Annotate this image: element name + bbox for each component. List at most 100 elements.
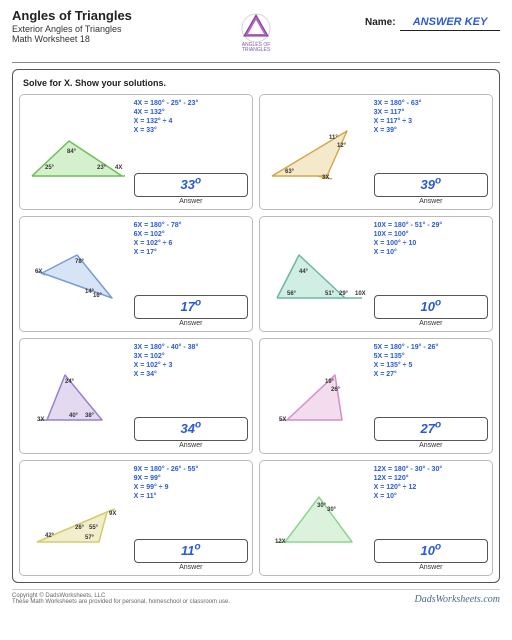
svg-text:30°: 30°: [327, 507, 337, 513]
answer-label: Answer: [374, 198, 488, 205]
answer-label: Answer: [134, 442, 248, 449]
svg-text:63°: 63°: [285, 169, 295, 175]
solution-step: X = 17°: [134, 248, 248, 257]
svg-text:12X: 12X: [275, 539, 286, 545]
svg-text:57°: 57°: [85, 535, 95, 541]
page-title: Angles of Triangles: [12, 8, 224, 23]
svg-text:56°: 56°: [287, 291, 297, 297]
solution-step: 3X = 102°: [134, 352, 248, 361]
solution-step: 12X = 120°: [374, 474, 488, 483]
triangle-diagram: 25°84°23°4X: [27, 121, 127, 183]
svg-text:4X: 4X: [115, 165, 122, 171]
svg-text:19°: 19°: [325, 379, 335, 385]
triangle-diagram: 12X30°30°: [267, 487, 367, 549]
triangle-diagram: 44° 56° 51° 29° 10X: [267, 243, 367, 305]
solution-step: 6X = 102°: [134, 230, 248, 239]
name-label: Name:: [365, 17, 396, 28]
answer-box: 39o: [374, 173, 488, 197]
problem-card: 12X30°30° 12X = 180° - 30° - 30°12X = 12…: [259, 460, 493, 576]
answer-value: 11o: [181, 543, 201, 558]
worksheet-num: Math Worksheet 18: [12, 34, 224, 44]
solution-step: 10X = 100°: [374, 230, 488, 239]
triangle-diagram: 6X78°14°16°: [27, 243, 127, 305]
answer-value: 10o: [421, 543, 442, 558]
solution-step: X = 27°: [374, 370, 488, 379]
answer-box: 17o: [134, 295, 248, 319]
solution-step: 6X = 180° - 78°: [134, 221, 248, 230]
solution-step: X = 117° ÷ 3: [374, 117, 488, 126]
answer-box: 11o: [134, 539, 248, 563]
answer-box: 10o: [374, 539, 488, 563]
svg-text:26°: 26°: [75, 525, 85, 531]
solution-step: X = 102° ÷ 6: [134, 239, 248, 248]
answer-value: 39o: [421, 177, 442, 192]
solution-step: X = 99° ÷ 9: [134, 483, 248, 492]
solution-step: 3X = 117°: [374, 108, 488, 117]
answer-box: 34o: [134, 417, 248, 441]
answer-value: 10o: [421, 299, 442, 314]
svg-text:44°: 44°: [299, 269, 309, 275]
answer-label: Answer: [374, 442, 488, 449]
solution-step: X = 135° ÷ 5: [374, 361, 488, 370]
triangle-diagram: 19° 26° 5X: [267, 365, 367, 427]
solution-step: X = 100° ÷ 10: [374, 239, 488, 248]
footer-brand: DadsWorksheets.com: [415, 594, 500, 605]
answer-key: ANSWER KEY: [413, 16, 488, 28]
svg-text:24°: 24°: [65, 379, 75, 385]
svg-text:40°: 40°: [69, 413, 79, 419]
solution-step: X = 120° ÷ 12: [374, 483, 488, 492]
svg-text:84°: 84°: [67, 149, 77, 155]
problem-card: 25°84°23°4X 4X = 180° - 25° - 23°4X = 13…: [19, 94, 253, 210]
instruction: Solve for X. Show your solutions.: [19, 78, 493, 88]
problem-card: 63°11°12°3X 3X = 180° - 63°3X = 117°X = …: [259, 94, 493, 210]
subtitle: Exterior Angles of Triangles: [12, 24, 224, 34]
footer-note: These Math Worksheets are provided for p…: [12, 599, 230, 605]
solution-step: 4X = 132°: [134, 108, 248, 117]
svg-text:25°: 25°: [45, 165, 55, 171]
svg-text:5X: 5X: [279, 417, 286, 423]
svg-text:38°: 38°: [85, 413, 95, 419]
answer-value: 17o: [181, 299, 202, 314]
solution-step: X = 33°: [134, 126, 248, 135]
solution-step: 5X = 135°: [374, 352, 488, 361]
solution-step: X = 10°: [374, 248, 488, 257]
answer-label: Answer: [134, 320, 248, 327]
solution-step: 3X = 180° - 40° - 38°: [134, 343, 248, 352]
solution-step: X = 132° ÷ 4: [134, 117, 248, 126]
triangle-diagram: 63°11°12°3X: [267, 121, 367, 183]
answer-value: 27o: [421, 421, 442, 436]
problem-card: 19°26°5X 5X = 180° - 19° - 26°5X = 135°X…: [259, 338, 493, 454]
svg-text:3X: 3X: [322, 175, 329, 181]
solution-step: X = 39°: [374, 126, 488, 135]
solution-step: X = 34°: [134, 370, 248, 379]
answer-label: Answer: [134, 198, 248, 205]
svg-text:26°: 26°: [331, 387, 341, 393]
problem-card: 24° 3X 40° 38° 3X = 180° - 40° - 38°3X = 10…: [19, 338, 253, 454]
triangle-diagram: 42°26°55°57°9X: [27, 487, 127, 549]
solution-step: X = 102° ÷ 3: [134, 361, 248, 370]
answer-box: 10o: [374, 295, 488, 319]
footer-left: Copyright © DadsWorksheets, LLC These Ma…: [12, 593, 230, 605]
triangle-diagram: 24° 3X 40° 38°: [27, 365, 127, 427]
svg-text:10X: 10X: [355, 291, 366, 297]
solution-step: 4X = 180° - 25° - 23°: [134, 99, 248, 108]
logo: ANGLES OF TRIANGLES: [232, 8, 280, 56]
svg-text:42°: 42°: [45, 533, 55, 539]
svg-text:11°: 11°: [329, 135, 338, 141]
answer-box: 33o: [134, 173, 248, 197]
svg-text:6X: 6X: [35, 269, 42, 275]
solution-step: 9X = 99°: [134, 474, 248, 483]
answer-label: Answer: [134, 564, 248, 571]
svg-text:3X: 3X: [37, 417, 44, 423]
problem-card: 6X78°14°16° 6X = 180° - 78°6X = 102°X = …: [19, 216, 253, 332]
svg-text:78°: 78°: [75, 259, 85, 265]
svg-text:51°: 51°: [325, 291, 335, 297]
svg-text:55°: 55°: [89, 525, 99, 531]
logo-text: ANGLES OF TRIANGLES: [232, 43, 280, 53]
solution-step: 5X = 180° - 19° - 26°: [374, 343, 488, 352]
solution-step: 9X = 180° - 26° - 55°: [134, 465, 248, 474]
answer-box: 27o: [374, 417, 488, 441]
answer-label: Answer: [374, 564, 488, 571]
solution-step: 3X = 180° - 63°: [374, 99, 488, 108]
svg-text:29°: 29°: [339, 291, 349, 297]
